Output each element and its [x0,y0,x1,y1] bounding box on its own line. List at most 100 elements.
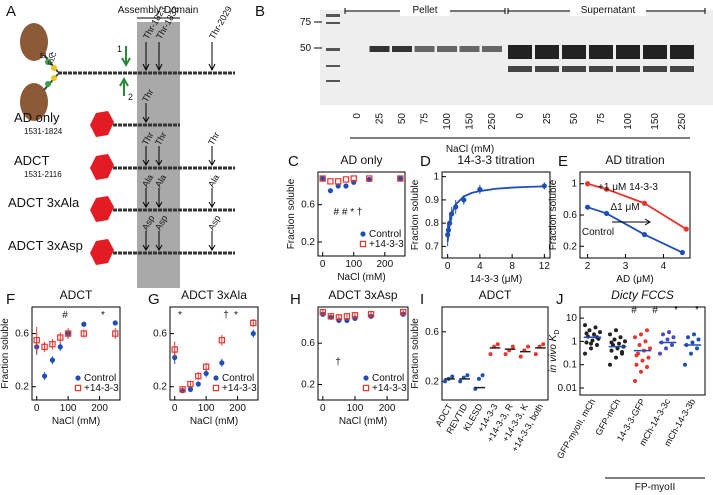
point [589,341,593,346]
point [465,373,470,378]
x-axis-label: AD (μM) [616,274,653,285]
lane-label: 250 [487,113,498,130]
point [590,338,595,343]
point [595,343,599,348]
x-tick-label: GFP-myoII, mCh [555,397,597,460]
x-tick-label: 0 [445,261,451,272]
y-axis-label: Fraction soluble [410,318,421,389]
ladder-band [326,22,340,24]
x-tick-label: 4 [661,261,667,272]
construct-range: 1531-1824 [24,127,63,136]
point [608,362,612,367]
point [533,352,538,357]
point [450,374,455,379]
arrow-2 [119,76,129,96]
myosin-head [20,83,48,121]
construct-tag [90,154,114,180]
point [623,339,627,344]
y-tick-label: 0.8 [425,218,439,229]
point [250,330,256,337]
band [670,66,694,72]
band [392,46,412,52]
legend-label: Control [84,373,116,384]
y-tick-label: 0.01 [558,383,578,394]
panel-label: E [558,153,568,170]
band [562,66,586,72]
legend-marker [360,231,366,237]
construct-tag [90,239,114,265]
legend-label: +14-3-3 [372,383,407,394]
residue-arrow [142,146,150,166]
residue-label: Asp [206,214,222,232]
point [458,379,463,384]
band [535,66,559,72]
plot-frame [169,306,259,401]
band [369,46,390,52]
legend-marker [363,375,369,381]
point [397,175,403,182]
lane-label: 50 [569,113,580,125]
y-tick-label: 0.2 [563,241,577,252]
band [562,45,586,59]
y-axis-label: Fraction soluble [410,179,421,250]
point [618,335,623,340]
point [584,204,591,210]
point [510,344,515,349]
point [195,372,202,380]
annotation: Control [582,227,614,238]
point [683,226,689,232]
y-axis-label-text: in vivo K [548,333,559,372]
point [342,176,350,183]
panel-label: G [148,291,160,308]
y-tick-label: 0.6 [425,327,439,338]
point [33,337,40,344]
y-tick-label: 0.2 [301,237,315,248]
x-tick-label: 0 [320,259,326,270]
x-tick-label: 3 [623,261,629,272]
point [49,341,56,348]
legend-marker [213,375,219,381]
label-bg [570,4,646,16]
plot-frame [441,171,551,259]
legend-label: +14-3-3 [84,383,119,394]
y-axis-label-text: Fraction soluble [0,318,11,389]
point [665,337,670,342]
point [639,369,643,374]
y-axis-label-text: Fraction soluble [286,178,297,249]
x-axis-label: NaCl (mM) [339,416,387,427]
band [508,45,532,59]
point [648,346,652,351]
point [639,332,643,337]
point [633,378,637,383]
y-tick-label: 0.1 [563,360,577,371]
line [587,182,687,230]
band [589,66,613,72]
y-tick-label: 1 [571,336,577,347]
legend-marker [212,384,220,392]
point [593,325,598,330]
point [187,386,194,392]
y-tick-label: 0.6 [301,200,315,211]
label-bg [400,4,450,16]
residue-arrow [155,146,163,166]
lane-label: 150 [465,113,476,130]
annotation: * [674,305,678,316]
legend-label: Control [369,229,401,240]
point [319,308,327,316]
point [541,342,546,347]
marker-label: 50 [300,43,312,54]
x-tick-label: 200 [229,403,246,414]
y-tick-label: 0.6 [15,329,29,340]
x-tick-label: 100 [60,403,77,414]
y-tick-label: 0.9 [425,195,439,206]
point [57,334,64,341]
annotation: † [223,310,229,321]
legend-label: Control [222,373,254,384]
point [686,335,690,340]
annotation: # [631,305,637,316]
residue-arrow [142,231,150,251]
site-arrow [142,42,150,72]
point [584,340,589,345]
point [617,341,621,346]
